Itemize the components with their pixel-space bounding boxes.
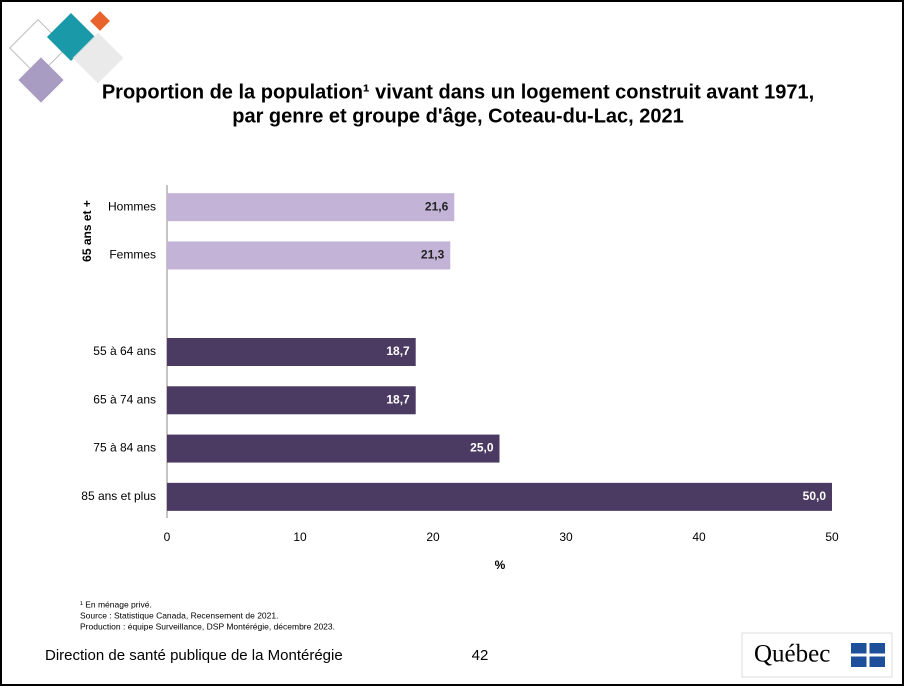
y-tick-label: 75 à 84 ans — [93, 441, 156, 455]
title-line: Proportion de la population¹ vivant dans… — [102, 81, 814, 103]
y-tick-label: 85 ans et plus — [81, 489, 156, 503]
bar — [167, 482, 832, 511]
x-tick-label: 30 — [559, 530, 573, 544]
group-label: 65 ans et + — [80, 200, 94, 262]
logo-flag — [851, 643, 885, 667]
bar — [167, 338, 416, 366]
x-tick-label: 40 — [692, 530, 706, 544]
bar — [167, 193, 455, 222]
footnote: ¹ En ménage privé. — [80, 599, 152, 609]
footer-organization: Direction de santé publique de la Montér… — [45, 647, 343, 664]
x-tick-label: 10 — [293, 530, 307, 544]
bar — [167, 434, 500, 463]
value-label: 25,0 — [470, 441, 494, 455]
y-tick-label: 55 à 64 ans — [93, 344, 156, 358]
x-axis-label: % — [495, 558, 506, 572]
value-label: 50,0 — [803, 489, 827, 503]
y-tick-label: 65 à 74 ans — [93, 392, 156, 406]
x-tick-label: 0 — [164, 530, 171, 544]
logo: Québec — [754, 641, 830, 668]
footnote: Production : équipe Surveillance, DSP Mo… — [80, 621, 335, 631]
value-label: 21,3 — [421, 248, 445, 262]
bar — [167, 386, 416, 415]
x-tick-label: 50 — [825, 530, 839, 544]
y-tick-label: Hommes — [108, 199, 156, 213]
value-label: 18,7 — [386, 392, 410, 406]
footnote: Source : Statistique Canada, Recensement… — [80, 610, 278, 620]
y-tick-label: Femmes — [109, 248, 156, 262]
title-line: par genre et groupe d'âge, Coteau-du-Lac… — [232, 105, 684, 127]
x-tick-label: 20 — [426, 530, 440, 544]
value-label: 18,7 — [386, 344, 410, 358]
page-number: 42 — [472, 647, 489, 664]
bar — [167, 241, 451, 270]
value-label: 21,6 — [425, 199, 449, 213]
